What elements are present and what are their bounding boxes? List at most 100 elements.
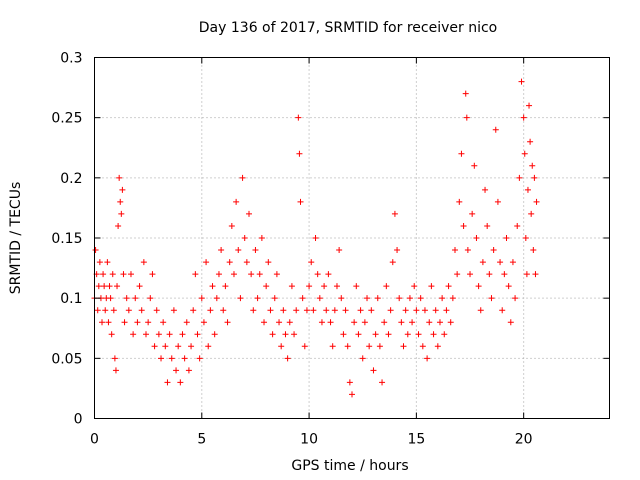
data-point bbox=[111, 355, 118, 362]
data-point bbox=[181, 355, 188, 362]
data-point bbox=[482, 186, 489, 193]
data-point bbox=[338, 295, 345, 302]
x-tick-label: 20 bbox=[515, 432, 533, 448]
data-point bbox=[452, 247, 458, 254]
data-point bbox=[357, 307, 364, 314]
data-point bbox=[114, 283, 121, 290]
data-point bbox=[278, 343, 285, 350]
data-point bbox=[288, 283, 295, 290]
data-point bbox=[374, 295, 381, 302]
data-point bbox=[158, 355, 165, 362]
data-point bbox=[254, 295, 261, 302]
data-point bbox=[112, 367, 119, 374]
data-point bbox=[419, 343, 426, 350]
data-point bbox=[503, 235, 510, 241]
data-point bbox=[177, 379, 184, 386]
data-point bbox=[512, 295, 519, 302]
data-point bbox=[258, 235, 265, 241]
data-point bbox=[376, 343, 383, 350]
data-point bbox=[205, 343, 212, 350]
data-point bbox=[239, 174, 246, 181]
data-point bbox=[99, 319, 106, 326]
data-point bbox=[108, 331, 115, 338]
data-point bbox=[488, 295, 495, 302]
data-point bbox=[110, 307, 117, 314]
data-point bbox=[389, 259, 396, 266]
data-point bbox=[140, 259, 147, 266]
data-point bbox=[147, 295, 154, 302]
data-point bbox=[333, 283, 340, 290]
data-point bbox=[385, 331, 392, 338]
data-point bbox=[196, 355, 203, 362]
data-point bbox=[432, 307, 439, 314]
data-point bbox=[484, 222, 491, 229]
data-point bbox=[226, 259, 233, 266]
data-point bbox=[125, 307, 132, 314]
data-point bbox=[179, 331, 186, 338]
data-point bbox=[136, 283, 143, 290]
data-point bbox=[276, 319, 283, 326]
data-point bbox=[138, 307, 145, 314]
data-point bbox=[104, 259, 111, 266]
data-point bbox=[471, 162, 478, 169]
y-tick-label: 0.25 bbox=[51, 111, 82, 127]
data-point bbox=[415, 331, 422, 338]
data-point bbox=[505, 283, 512, 290]
data-point bbox=[116, 174, 123, 181]
data-point bbox=[166, 331, 173, 338]
x-tick-label: 5 bbox=[197, 432, 206, 448]
data-point bbox=[497, 259, 504, 266]
data-point bbox=[400, 343, 407, 350]
y-tick-label: 0.15 bbox=[51, 231, 82, 247]
data-point bbox=[123, 295, 130, 302]
data-point bbox=[192, 271, 199, 278]
data-point bbox=[479, 259, 486, 266]
data-point bbox=[168, 355, 175, 362]
data-point bbox=[331, 307, 338, 314]
data-point bbox=[143, 331, 149, 338]
data-point bbox=[190, 307, 197, 314]
data-point bbox=[267, 307, 274, 314]
data-point bbox=[421, 307, 428, 314]
data-point bbox=[530, 247, 537, 254]
data-point bbox=[409, 319, 416, 326]
data-point bbox=[271, 295, 278, 302]
x-tick-label: 0 bbox=[90, 432, 99, 448]
data-point bbox=[439, 295, 446, 302]
data-point bbox=[441, 331, 448, 338]
data-point bbox=[370, 367, 377, 374]
data-point bbox=[454, 271, 461, 278]
data-point bbox=[467, 271, 474, 278]
data-point bbox=[306, 283, 313, 290]
data-point bbox=[269, 331, 276, 338]
data-point bbox=[101, 283, 108, 290]
data-point bbox=[207, 307, 214, 314]
data-point bbox=[282, 331, 289, 338]
data-point bbox=[194, 331, 201, 338]
data-point bbox=[404, 331, 411, 338]
data-point bbox=[460, 222, 467, 229]
data-point bbox=[106, 283, 113, 290]
data-point bbox=[532, 271, 539, 278]
data-point bbox=[132, 295, 139, 302]
data-point bbox=[396, 295, 403, 302]
data-point bbox=[162, 343, 169, 350]
data-point bbox=[303, 307, 310, 314]
data-point bbox=[411, 283, 418, 290]
data-point bbox=[248, 271, 255, 278]
data-point bbox=[413, 307, 420, 314]
data-point bbox=[436, 319, 443, 326]
data-point bbox=[490, 247, 497, 254]
data-point bbox=[218, 247, 225, 254]
y-tick-label: 0 bbox=[74, 412, 83, 428]
data-point bbox=[120, 271, 127, 278]
data-point bbox=[499, 307, 506, 314]
plot-frame bbox=[94, 57, 610, 419]
data-point bbox=[329, 343, 336, 350]
data-point bbox=[118, 210, 125, 217]
data-point bbox=[314, 271, 321, 278]
data-point bbox=[417, 295, 424, 302]
data-point bbox=[213, 295, 220, 302]
data-point bbox=[486, 271, 493, 278]
data-point bbox=[501, 271, 508, 278]
